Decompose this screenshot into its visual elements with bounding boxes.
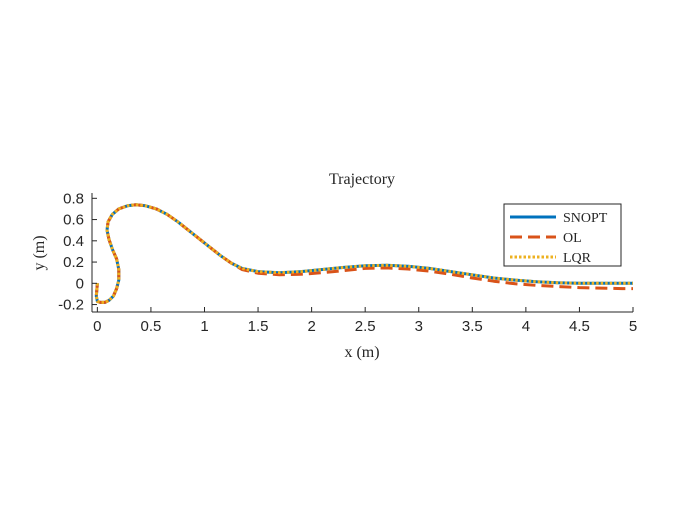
y-tick-label: 0	[76, 275, 84, 292]
axes	[91, 193, 633, 313]
series-line-lqr	[94, 203, 633, 304]
legend-label-lqr: LQR	[563, 251, 592, 266]
x-tick-label: 1	[200, 318, 208, 335]
chart-title: Trajectory	[329, 171, 395, 188]
legend-label-ol: OL	[563, 231, 582, 246]
legend: SNOPT OL LQR	[503, 203, 622, 267]
x-tick-label: 2	[307, 318, 315, 335]
x-tick-label: 2.5	[355, 318, 376, 335]
y-tick-label: 0.6	[63, 212, 84, 229]
x-axis-ticks: 0 0.5 1 1.5 2 2.5 3 3.5 4 4.5 5	[93, 307, 637, 335]
y-axis-label: y (m)	[31, 235, 48, 270]
x-axis-label: x (m)	[344, 344, 379, 361]
y-tick-label: 0.8	[63, 190, 84, 207]
x-tick-label: 3	[415, 318, 423, 335]
x-tick-label: 0	[93, 318, 101, 335]
x-tick-label: 0.5	[140, 318, 161, 335]
legend-label-snopt: SNOPT	[563, 211, 608, 226]
y-axis-ticks: -0.2 0 0.2 0.4 0.6 0.8	[58, 190, 97, 314]
x-tick-label: 4.5	[569, 318, 590, 335]
x-tick-label: 3.5	[462, 318, 483, 335]
y-tick-label: 0.2	[63, 254, 84, 271]
x-tick-label: 1.5	[248, 318, 269, 335]
y-tick-label: 0.4	[63, 233, 84, 250]
y-tick-label: -0.2	[58, 297, 84, 314]
plot-lines	[94, 203, 633, 304]
x-tick-label: 4	[522, 318, 530, 335]
legend-items: SNOPT OL LQR	[510, 211, 608, 266]
x-tick-label: 5	[629, 318, 637, 335]
series-line-ol	[94, 203, 633, 304]
